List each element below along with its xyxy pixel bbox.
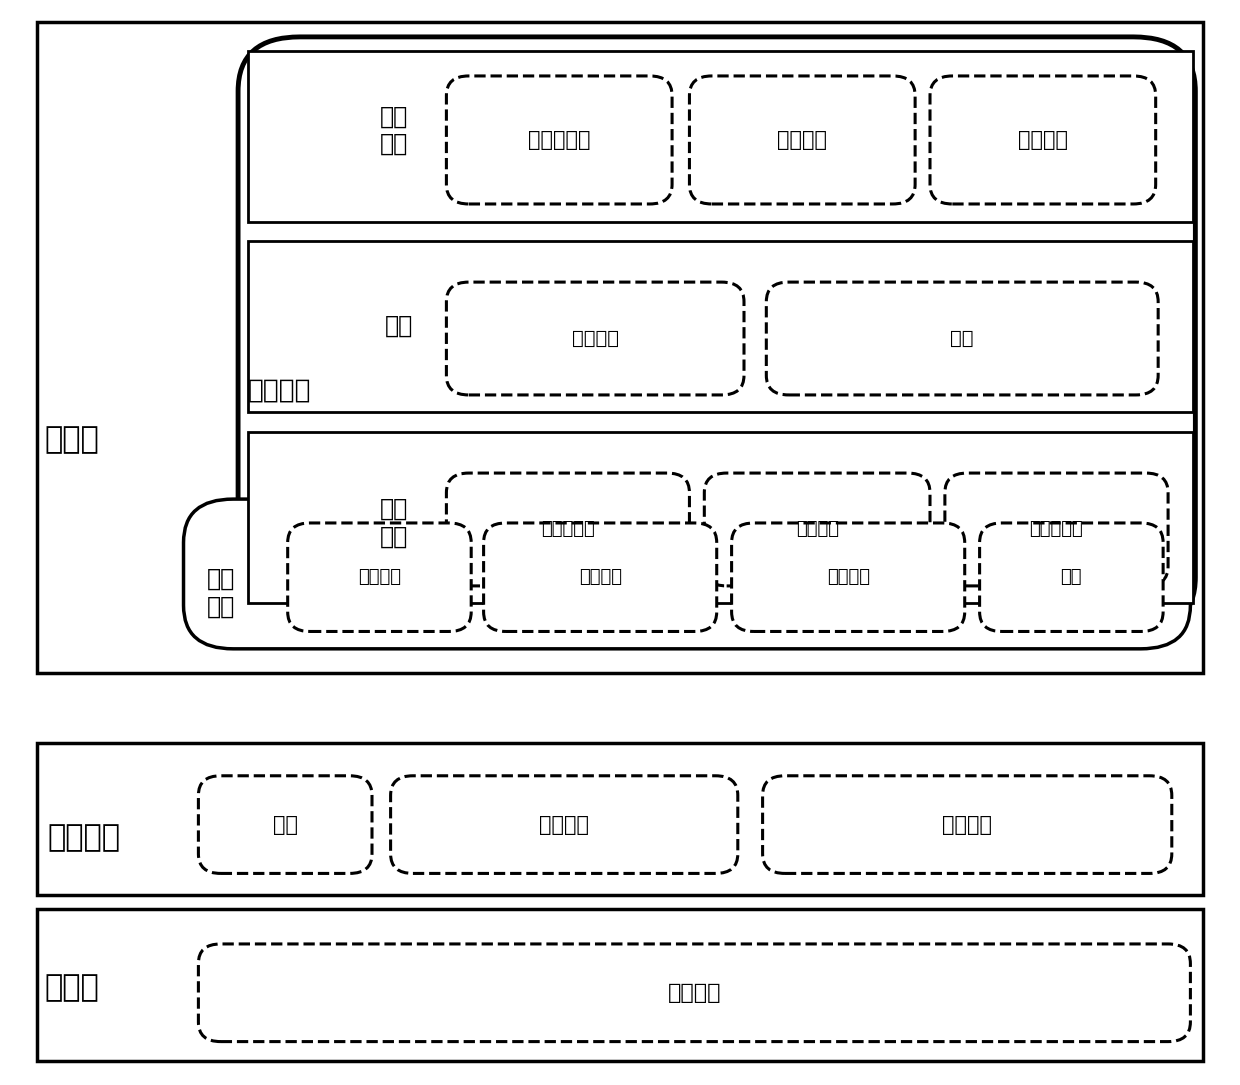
FancyBboxPatch shape <box>288 523 471 631</box>
FancyBboxPatch shape <box>704 473 930 586</box>
FancyBboxPatch shape <box>945 473 1168 586</box>
FancyBboxPatch shape <box>238 37 1195 631</box>
FancyBboxPatch shape <box>446 282 744 395</box>
FancyBboxPatch shape <box>391 776 738 873</box>
Text: 配置: 配置 <box>273 815 298 834</box>
Text: 学校评价: 学校评价 <box>827 569 869 586</box>
FancyBboxPatch shape <box>184 499 1190 649</box>
Text: 数据层: 数据层 <box>45 973 99 1001</box>
Text: 师资展示: 师资展示 <box>796 521 838 538</box>
FancyBboxPatch shape <box>763 776 1172 873</box>
Text: 新闻与动态: 新闻与动态 <box>1029 521 1084 538</box>
FancyBboxPatch shape <box>446 76 672 204</box>
Bar <box>37 22 1203 673</box>
Text: 作业与展示: 作业与展示 <box>528 130 590 150</box>
Bar <box>248 432 1193 603</box>
Text: 简介及资质: 简介及资质 <box>541 521 595 538</box>
Text: 育儿论坛: 育儿论坛 <box>358 569 401 586</box>
FancyBboxPatch shape <box>689 76 915 204</box>
Text: 商城: 商城 <box>1060 569 1083 586</box>
Text: 校园服务: 校园服务 <box>247 378 311 404</box>
FancyBboxPatch shape <box>484 523 717 631</box>
FancyBboxPatch shape <box>980 523 1163 631</box>
FancyBboxPatch shape <box>198 944 1190 1042</box>
Text: 校务: 校务 <box>386 314 413 337</box>
Text: 在线升级: 在线升级 <box>539 815 589 834</box>
FancyBboxPatch shape <box>732 523 965 631</box>
Text: 教师考勤: 教师考勤 <box>572 329 619 348</box>
Bar <box>37 909 1203 1061</box>
Text: 学生登记: 学生登记 <box>1018 130 1068 150</box>
Bar <box>37 743 1203 895</box>
FancyBboxPatch shape <box>446 473 689 586</box>
Text: 校园
展示: 校园 展示 <box>381 497 408 549</box>
Bar <box>248 241 1193 412</box>
Text: 错误诊断: 错误诊断 <box>942 815 992 834</box>
Bar <box>248 51 1193 222</box>
Text: 数据服务: 数据服务 <box>667 983 722 1003</box>
Text: 缴费: 缴费 <box>951 329 973 348</box>
Text: 开放
平台: 开放 平台 <box>207 566 234 618</box>
FancyBboxPatch shape <box>766 282 1158 395</box>
Text: 出勤管理: 出勤管理 <box>777 130 827 150</box>
Text: 内部业务: 内部业务 <box>48 824 120 852</box>
Text: 业务层: 业务层 <box>45 425 99 454</box>
FancyBboxPatch shape <box>930 76 1156 204</box>
FancyBboxPatch shape <box>198 776 372 873</box>
Text: 班级
管理: 班级 管理 <box>381 104 408 156</box>
Text: 教育动态: 教育动态 <box>579 569 621 586</box>
